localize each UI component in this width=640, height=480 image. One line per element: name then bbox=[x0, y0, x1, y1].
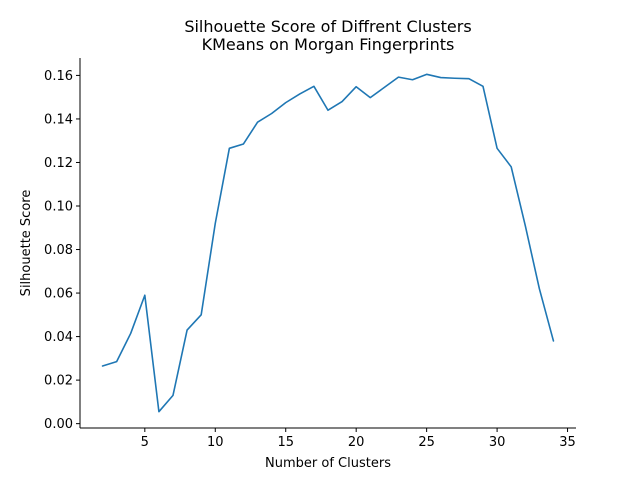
y-tick-label: 0.14 bbox=[44, 112, 73, 127]
x-tick-label: 25 bbox=[418, 435, 435, 450]
x-tick-label: 10 bbox=[207, 435, 224, 450]
x-tick-label: 15 bbox=[277, 435, 294, 450]
series-line bbox=[101, 73, 555, 413]
y-tick-label: 0.12 bbox=[44, 156, 73, 171]
y-axis-label: Silhouette Score bbox=[19, 190, 34, 297]
x-tick-label: 35 bbox=[559, 435, 576, 450]
plot-area bbox=[79, 58, 576, 429]
x-tick-label: 5 bbox=[141, 435, 149, 450]
chart-title-line1: Silhouette Score of Diffrent Clusters bbox=[184, 17, 471, 36]
y-tick-label: 0.16 bbox=[44, 69, 73, 84]
y-tick-label: 0.08 bbox=[44, 243, 73, 258]
chart-title-line2: KMeans on Morgan Fingerprints bbox=[202, 35, 455, 54]
y-tick-label: 0.04 bbox=[44, 330, 73, 345]
y-tick-label: 0.10 bbox=[44, 200, 73, 215]
x-tick-label: 30 bbox=[489, 435, 506, 450]
x-axis-label: Number of Clusters bbox=[265, 456, 391, 471]
y-axis-ticks: 0.00 0.02 0.04 0.06 0.08 0.10 0.12 0.14 0.16 bbox=[44, 69, 80, 432]
y-tick-label: 0.06 bbox=[44, 287, 73, 302]
x-axis-ticks: 5 10 15 20 25 30 35 bbox=[141, 428, 576, 450]
y-tick-label: 0.02 bbox=[44, 374, 73, 389]
x-tick-label: 20 bbox=[348, 435, 365, 450]
y-tick-label: 0.00 bbox=[44, 417, 73, 432]
